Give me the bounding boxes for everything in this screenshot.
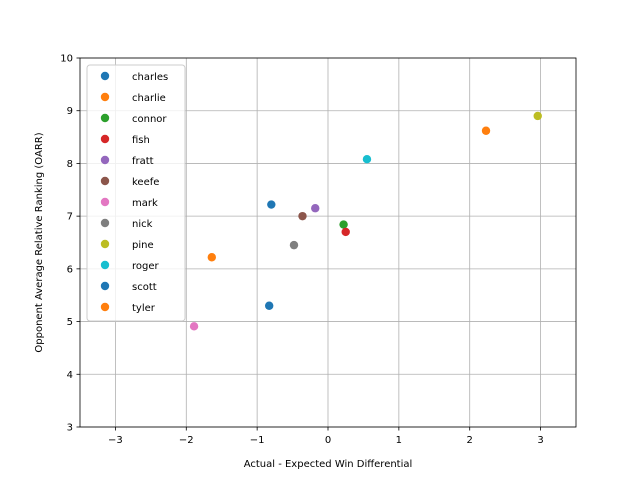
legend-label-roger: roger: [132, 261, 160, 272]
x-axis-ticks: −3 −2 −1 0 1 2 3: [108, 427, 544, 446]
x-axis-label: Actual - Expected Win Differential: [244, 459, 413, 470]
data-point-nick: [289, 240, 299, 250]
y-axis-label: Opponent Average Relative Ranking (OARR): [34, 132, 45, 352]
legend-label-charles: charles: [132, 72, 168, 83]
y-axis-ticks: 3 4 5 6 7 8 9 10: [60, 54, 80, 434]
legend-marker-nick: [100, 218, 110, 228]
legend: charles charlie connor fish fratt keefe mark ni…: [86, 64, 186, 322]
y-tick-label: 4: [67, 370, 73, 381]
legend-label-keefe: keefe: [132, 177, 159, 188]
data-point-pine: [533, 111, 542, 121]
data-point-charles: [267, 200, 276, 209]
x-tick-label: −3: [108, 435, 123, 446]
y-tick-label: 5: [67, 317, 73, 328]
x-tick-label: 0: [325, 435, 331, 446]
legend-label-connor: connor: [132, 114, 167, 125]
x-tick-label: 2: [467, 435, 473, 446]
x-tick-label: −2: [179, 435, 194, 446]
data-point-charlie: [481, 126, 491, 135]
legend-marker-scott: [100, 281, 110, 291]
x-tick-label: 1: [396, 435, 402, 446]
x-tick-label: 3: [537, 435, 543, 446]
legend-label-fish: fish: [132, 135, 150, 146]
legend-marker-roger: [100, 260, 110, 270]
data-point-roger: [362, 155, 372, 164]
legend-marker-connor: [100, 113, 110, 123]
data-point-scott: [264, 301, 274, 310]
data-point-connor: [339, 220, 348, 229]
legend-label-pine: pine: [132, 240, 154, 251]
y-tick-label: 9: [67, 106, 73, 117]
data-point-fratt: [311, 204, 320, 213]
y-tick-label: 3: [67, 423, 73, 434]
legend-marker-charles: [100, 71, 110, 81]
data-points: [189, 111, 542, 331]
legend-label-fratt: fratt: [132, 156, 154, 167]
legend-label-tyler: tyler: [132, 303, 156, 314]
legend-marker-fish: [100, 134, 110, 144]
legend-marker-keefe: [100, 176, 110, 186]
legend-marker-tyler: [100, 302, 110, 312]
legend-marker-mark: [100, 197, 110, 207]
data-point-fish: [341, 227, 350, 237]
legend-label-mark: mark: [132, 198, 158, 209]
data-point-tyler: [207, 253, 216, 262]
y-tick-label: 7: [67, 212, 73, 223]
legend-marker-charlie: [100, 92, 110, 102]
y-tick-label: 10: [60, 54, 73, 65]
y-tick-label: 6: [67, 264, 73, 275]
y-tick-label: 8: [67, 159, 73, 170]
legend-label-charlie: charlie: [132, 93, 166, 104]
legend-marker-fratt: [100, 155, 110, 165]
data-point-mark: [189, 322, 199, 331]
data-point-keefe: [298, 211, 307, 221]
legend-label-scott: scott: [132, 282, 157, 293]
legend-label-nick: nick: [132, 219, 153, 230]
x-tick-label: −1: [250, 435, 265, 446]
legend-box: [86, 64, 186, 322]
legend-marker-pine: [100, 239, 110, 249]
